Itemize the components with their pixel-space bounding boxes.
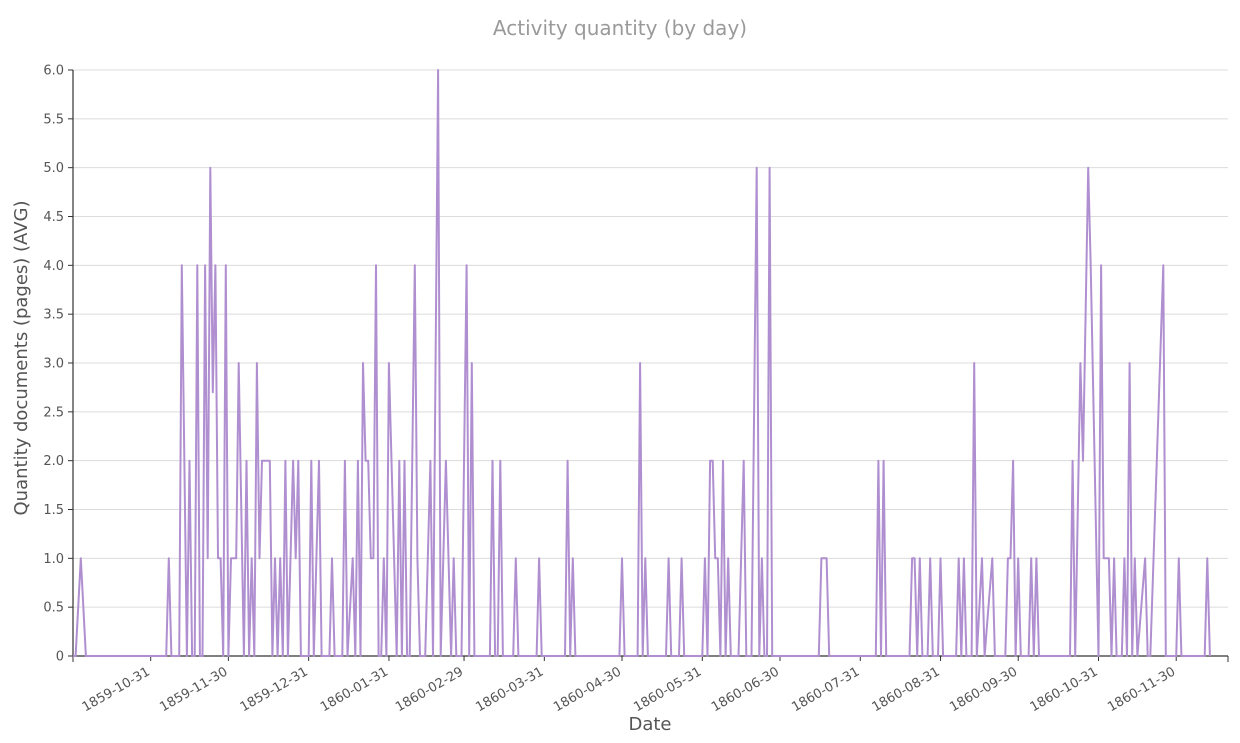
x-tick-label: 1860-01-31 <box>318 664 391 715</box>
y-tick-label: 1.5 <box>43 503 64 518</box>
x-tick-label: 1860-05-31 <box>631 664 704 715</box>
x-tick-label: 1859-10-31 <box>80 664 153 715</box>
y-axis-label: Quantity documents (pages) (AVG) <box>11 201 32 516</box>
x-tick-label: 1860-06-30 <box>709 664 782 715</box>
x-tick-label: 1860-07-31 <box>789 664 862 715</box>
gridlines <box>73 69 1228 608</box>
x-tick-label: 1860-04-30 <box>551 664 624 715</box>
y-tick-label: 4.5 <box>43 210 64 225</box>
y-tick-label: 0 <box>56 650 64 665</box>
y-tick-label: 1.0 <box>43 552 64 567</box>
y-tick-label: 5.0 <box>43 161 64 176</box>
y-tick-label: 3.5 <box>43 308 64 323</box>
x-tick-label: 1860-11-30 <box>1105 664 1178 715</box>
x-tick-label: 1860-02-29 <box>393 664 466 715</box>
x-tick-label: 1860-03-31 <box>473 664 546 715</box>
y-tick-label: 5.5 <box>43 112 64 127</box>
x-tick-label: 1860-10-31 <box>1028 664 1101 715</box>
chart-title: Activity quantity (by day) <box>493 16 747 40</box>
x-tick-label: 1860-08-31 <box>870 664 943 715</box>
y-tick-label: 2.5 <box>43 405 64 420</box>
y-tick-label: 4.0 <box>43 259 64 274</box>
y-tick-label: 3.0 <box>43 357 64 372</box>
y-axis-ticks: 0 0.5 1.0 1.5 2.0 2.5 3.0 3.5 4.0 4.5 5.0 5.5 6.0 <box>43 64 73 665</box>
series-line <box>73 69 1211 657</box>
x-tick-label: 1859-11-30 <box>157 664 230 715</box>
y-tick-label: 6.0 <box>43 64 64 79</box>
x-axis-ticks: 1859-10-31 1859-11-30 1859-12-31 1860-01-31… <box>72 656 1229 715</box>
x-axis-label: Date <box>628 714 671 735</box>
y-tick-label: 2.0 <box>43 454 64 469</box>
y-tick-label: 0.5 <box>43 601 64 616</box>
x-tick-label: 1859-12-31 <box>238 664 311 715</box>
x-tick-label: 1860-09-30 <box>947 664 1020 715</box>
